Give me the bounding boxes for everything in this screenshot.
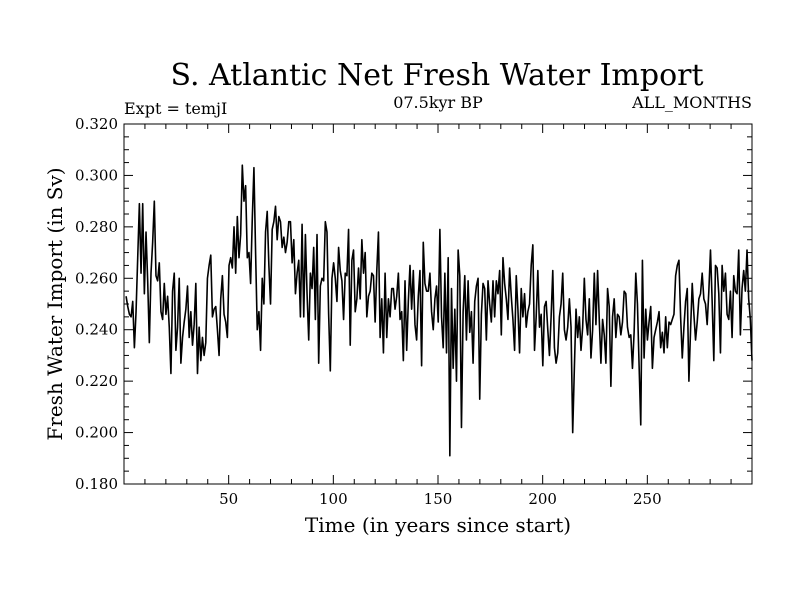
series-layer — [125, 164, 753, 457]
x-tick-label: 50 — [219, 490, 238, 508]
y-tick-label: 0.320 — [75, 115, 118, 133]
period-label: 07.5kyr BP — [393, 93, 483, 112]
y-tick-label: 0.240 — [75, 321, 118, 339]
y-tick-label: 0.300 — [75, 166, 118, 184]
y-axis-label: Fresh Water Import (in Sv) — [43, 167, 67, 440]
y-tick-label: 0.220 — [75, 372, 118, 390]
x-tick-label: 150 — [424, 490, 453, 508]
chart-title: S. Atlantic Net Fresh Water Import — [170, 58, 703, 93]
x-tick-label: 200 — [528, 490, 557, 508]
x-axis-label: Time (in years since start) — [305, 513, 571, 537]
y-axis: 0.180 0.200 0.220 0.240 0.260 0.280 0.300 0.320 — [75, 115, 752, 493]
y-tick-label: 0.180 — [75, 475, 118, 493]
x-axis: 50 100 150 200 250 — [144, 124, 732, 508]
y-tick-label: 0.280 — [75, 218, 118, 236]
x-tick-label: 100 — [319, 490, 348, 508]
series-line — [125, 164, 753, 457]
months-label: ALL_MONTHS — [631, 93, 752, 112]
x-tick-label: 250 — [633, 490, 662, 508]
y-tick-label: 0.200 — [75, 424, 118, 442]
experiment-label: Expt = temjI — [124, 99, 227, 118]
y-tick-label: 0.260 — [75, 269, 118, 287]
